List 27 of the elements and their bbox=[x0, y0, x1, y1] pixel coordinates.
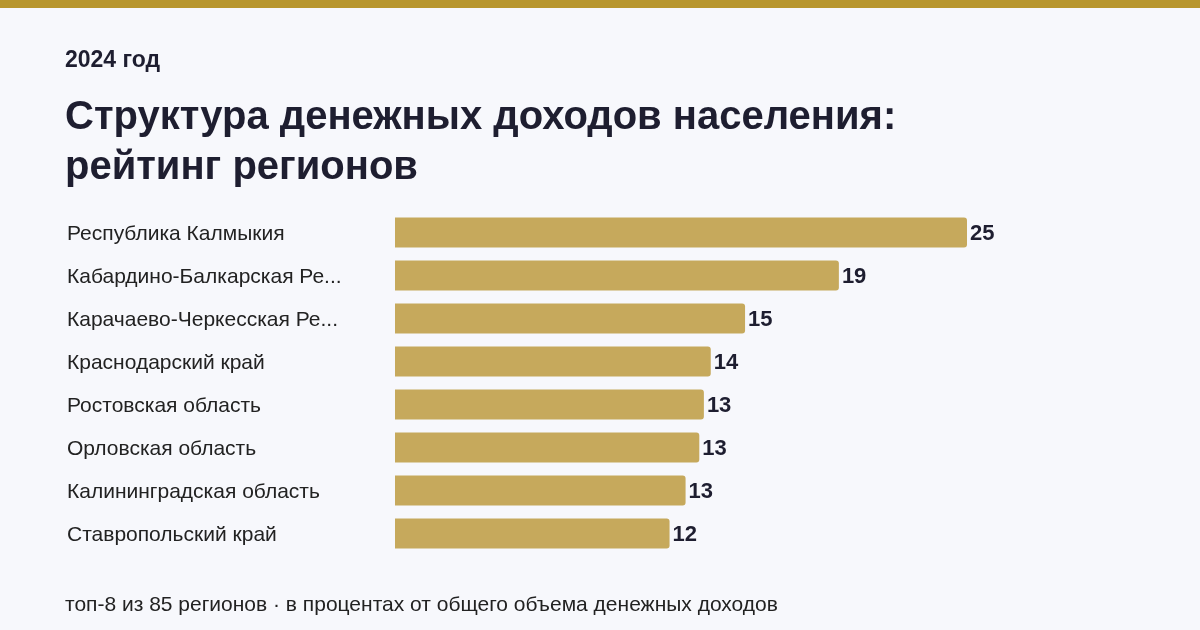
bar bbox=[395, 346, 711, 377]
y-tick-label: Карачаево-Черкесская Ре... bbox=[67, 307, 338, 330]
bar bbox=[395, 389, 704, 420]
y-tick-label: Кабардино-Балкарская Ре... bbox=[67, 264, 342, 287]
y-tick-label: Ростовская область bbox=[67, 393, 262, 416]
text: 2024 год bbox=[65, 46, 161, 73]
data-label: 13 bbox=[688, 478, 714, 503]
bar bbox=[395, 303, 746, 334]
chart-title: Структура денежных доходов населения: рейтинг регионов bbox=[65, 92, 898, 189]
bar bbox=[395, 518, 670, 549]
y-tick-label: Ставропольский край bbox=[67, 522, 277, 545]
data-label: 12 bbox=[672, 521, 698, 546]
bar bbox=[395, 260, 839, 291]
data-label: 25 bbox=[970, 220, 995, 245]
data-label: 15 bbox=[748, 306, 773, 331]
bar bbox=[395, 217, 967, 248]
bar bbox=[395, 432, 700, 463]
data-label: 14 bbox=[713, 349, 739, 374]
text: топ-8 из 85 регионов · в процентах от общего объема денежных доходов bbox=[65, 592, 778, 616]
bar bbox=[395, 475, 686, 506]
y-tick-label: Калининградская область bbox=[67, 479, 320, 502]
data-label: 13 bbox=[706, 392, 732, 417]
data-label: 13 bbox=[702, 435, 727, 460]
y-tick-label: Краснодарский край bbox=[67, 350, 265, 373]
y-tick-label: Орловская область bbox=[67, 436, 257, 459]
y-tick-label: Республика Калмыкия bbox=[67, 221, 285, 244]
data-label: 19 bbox=[841, 263, 867, 288]
